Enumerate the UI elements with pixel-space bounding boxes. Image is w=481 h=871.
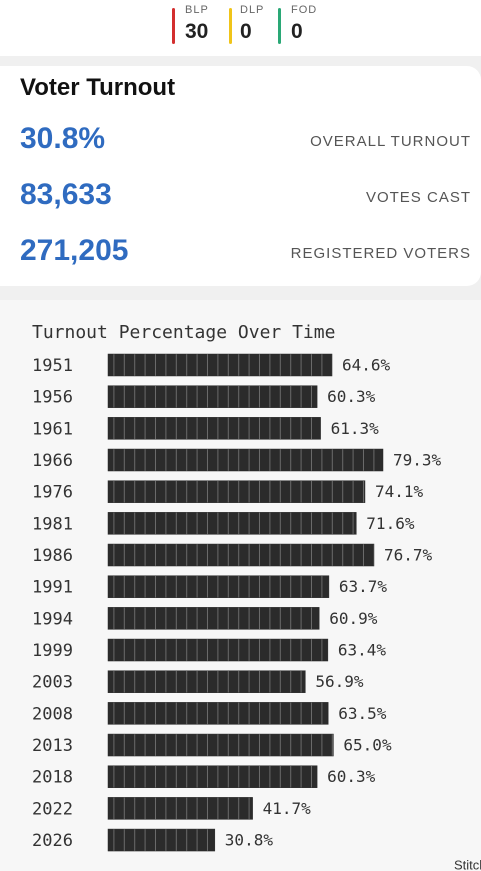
bar	[107, 638, 329, 662]
value-label: 63.7%	[339, 577, 388, 596]
value-label: 65.0%	[343, 736, 392, 755]
party-color-bar	[278, 8, 281, 44]
category-label: 2026	[32, 831, 73, 851]
category-label: 2022	[32, 799, 73, 819]
chart: Turnout Percentage Over Time Stitch 1951…	[0, 300, 481, 871]
category-label: 1976	[32, 483, 73, 503]
party-seats: 0	[291, 20, 303, 43]
party-name: DLP	[240, 4, 265, 16]
watermark: Stitch	[454, 857, 481, 871]
stat-value: 30.8%	[20, 122, 106, 155]
turnout-card: Voter Turnout 30.8% OVERALL TURNOUT 83,6…	[0, 66, 481, 286]
value-label: 71.6%	[366, 514, 415, 533]
category-label: 1961	[32, 419, 73, 439]
stat-label: REGISTERED VOTERS	[290, 245, 471, 262]
value-label: 74.1%	[375, 482, 424, 501]
stat-label: OVERALL TURNOUT	[310, 133, 471, 150]
bar	[107, 670, 306, 693]
bar	[107, 480, 366, 503]
bar	[107, 417, 321, 440]
stat-value: 271,205	[20, 234, 129, 267]
bar	[107, 448, 384, 472]
bar	[107, 575, 330, 598]
party-color-bar	[172, 8, 175, 44]
card-title: Voter Turnout	[20, 74, 176, 101]
party-name: FOD	[291, 4, 318, 16]
category-label: 2013	[32, 736, 73, 756]
value-label: 63.5%	[338, 704, 387, 723]
category-label: 1991	[32, 578, 73, 598]
value-label: 79.3%	[393, 451, 442, 470]
value-label: 61.3%	[331, 419, 380, 438]
bar	[107, 828, 216, 852]
bar	[107, 797, 253, 820]
party-name: BLP	[185, 4, 209, 16]
bar	[107, 702, 329, 725]
value-label: 60.9%	[329, 609, 378, 628]
value-label: 60.3%	[327, 387, 376, 406]
value-label: 30.8%	[225, 831, 274, 850]
stat-value: 83,633	[20, 178, 112, 211]
chart-title: Turnout Percentage Over Time	[32, 322, 335, 343]
value-label: 56.9%	[315, 672, 364, 691]
category-label: 1966	[32, 451, 73, 471]
bar	[107, 353, 333, 377]
category-label: 1951	[32, 356, 73, 376]
bar	[107, 543, 375, 567]
value-label: 63.4%	[338, 641, 387, 660]
value-label: 60.3%	[327, 767, 376, 786]
value-label: 41.7%	[263, 799, 312, 818]
party-seats: 30	[185, 20, 209, 43]
stat-label: VOTES CAST	[365, 189, 471, 206]
category-label: 1956	[32, 388, 73, 408]
category-label: 1999	[32, 641, 73, 661]
category-label: 2008	[32, 704, 73, 724]
category-label: 2003	[32, 673, 73, 693]
party-color-bar	[229, 8, 232, 44]
category-label: 2018	[32, 768, 73, 788]
party-header: BLP 30 DLP 0 FOD 0	[0, 0, 481, 56]
bar	[107, 765, 318, 788]
category-label: 1994	[32, 609, 73, 629]
category-label: 1981	[32, 514, 73, 534]
bar	[107, 607, 320, 630]
bar	[107, 733, 334, 757]
value-label: 76.7%	[384, 546, 433, 565]
category-label: 1986	[32, 546, 73, 566]
value-label: 64.6%	[342, 356, 391, 375]
party-seats: 0	[240, 20, 252, 43]
bar	[107, 512, 357, 535]
bar	[107, 385, 318, 408]
